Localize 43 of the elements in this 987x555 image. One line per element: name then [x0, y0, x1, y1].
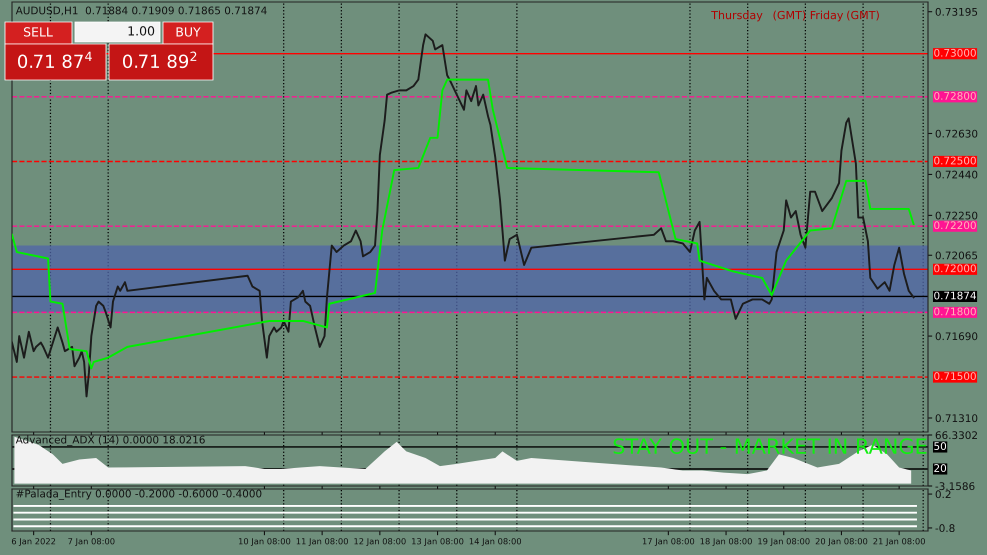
annotation: 0.71 87$^{4}$: [18, 52, 92, 68]
y-tick-label: -3.1586: [935, 482, 974, 490]
annotation: 0.71 89$^{2}$: [123, 52, 196, 68]
x-tick-label: 19 Jan 08:00: [758, 538, 810, 546]
ref-line-label: 0.72500: [934, 156, 976, 165]
ref-line-label: 50: [934, 442, 946, 450]
x-tick-label: 10 Jan 08:00: [238, 538, 290, 546]
y-tick-label: -0.8: [935, 524, 955, 532]
x-tick-label: 12 Jan 08:00: [354, 538, 406, 546]
ref-line-label: 0.71500: [934, 372, 976, 380]
y-tick-label: 0.72630: [936, 130, 978, 138]
annotation: (GMT): [847, 10, 879, 21]
annotation: BUY: [176, 27, 201, 37]
ref-line-label: 0.73000: [934, 48, 976, 57]
x-tick-label: 14 Jan 08:00: [470, 538, 522, 546]
ref-line-label: 0.72000: [934, 264, 976, 272]
x-tick-label: 6 Jan 2022: [12, 538, 56, 546]
x-tick-label: 11 Jan 08:00: [296, 538, 348, 546]
x-tick-label: 21 Jan 08:00: [873, 538, 925, 546]
chart-title: #Palada_Entry 0.0000 -0.2000 -0.6000 -0.4000: [16, 489, 262, 500]
x-tick-label: 20 Jan 08:00: [816, 538, 868, 546]
y-tick-label: 0.71690: [936, 332, 978, 340]
x-tick-label: 17 Jan 08:00: [642, 538, 694, 546]
chart-title: AUDUSD,H1 0.71884 0.71909 0.71865 0.71874: [16, 6, 267, 16]
ref-line-label: 0.72800: [934, 92, 976, 100]
annotation: Thursday: [711, 10, 762, 22]
ref-line-label: 20: [934, 464, 946, 472]
y-tick-label: 0.73195: [936, 8, 978, 16]
y-tick-label: 0.71310: [936, 414, 978, 422]
annotation: SELL: [24, 27, 53, 37]
y-tick-label: 66.3302: [936, 431, 977, 440]
annotation: (GMT) Friday: [774, 10, 844, 22]
y-tick-label: 0.72250: [936, 212, 978, 220]
x-tick-label: 7 Jan 08:00: [68, 538, 115, 546]
y-tick-label: 0.72065: [936, 251, 978, 260]
ref-line-label: 0.71800: [934, 308, 976, 316]
x-tick-label: 13 Jan 08:00: [412, 538, 464, 546]
y-tick-label: 0.72440: [936, 170, 978, 179]
y-tick-label: 0.2: [936, 490, 950, 498]
x-tick-label: 18 Jan 08:00: [700, 538, 752, 546]
annotation: 1.00: [128, 26, 154, 36]
ref-line-label: 0.72200: [934, 221, 976, 230]
ref-line-label: 0.71874: [934, 292, 976, 300]
